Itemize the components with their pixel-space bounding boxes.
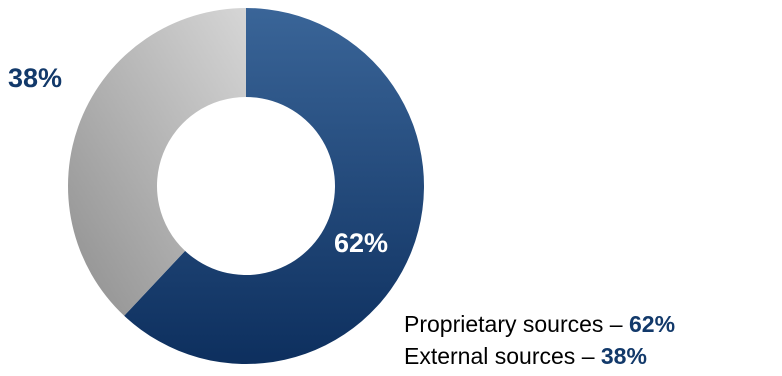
legend-text: Proprietary sources – (404, 311, 629, 337)
legend-item-external: External sources – 38% (404, 340, 675, 372)
legend-value: 38% (600, 343, 647, 369)
legend: Proprietary sources – 62% External sourc… (404, 308, 675, 372)
slice-external (68, 8, 246, 316)
legend-text: External sources – (404, 343, 601, 369)
donut-slices (68, 8, 425, 365)
legend-value: 62% (628, 311, 676, 337)
slice-label-external: 38% (8, 63, 62, 93)
legend-item-proprietary: Proprietary sources – 62% (404, 308, 675, 340)
slice-proprietary (124, 8, 425, 365)
slice-label-proprietary: 62% (334, 228, 388, 258)
